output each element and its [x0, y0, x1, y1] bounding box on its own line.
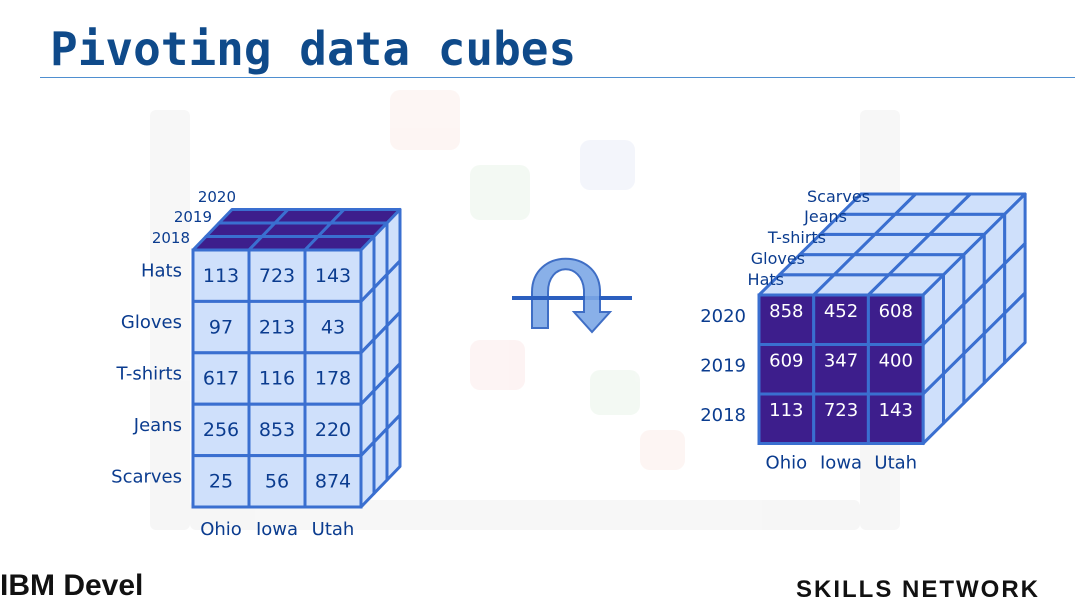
front-cell: [191, 402, 251, 458]
year-label: 2018: [152, 229, 190, 247]
cell-value: 723: [259, 265, 295, 287]
cell-value: 178: [315, 368, 351, 390]
front-cell: [247, 299, 307, 355]
front-cell: [303, 402, 363, 458]
front-cell: [247, 454, 307, 509]
front-cell: [303, 248, 363, 303]
front-cell: [866, 343, 925, 396]
cell-value: 853: [259, 419, 295, 441]
column-label: Iowa: [820, 453, 862, 474]
product-label: T-shirts: [767, 228, 826, 247]
skills-network-logo: SKILLS NETWORK: [796, 576, 1040, 603]
column-label: Utah: [312, 519, 355, 540]
front-cell: [812, 293, 870, 346]
front-cell: [303, 351, 363, 406]
cell-value: 43: [321, 316, 345, 338]
cell-value: 400: [879, 350, 913, 371]
side-cell: [359, 440, 376, 509]
front-cell: [191, 454, 251, 509]
rotate-arrow-icon: [512, 257, 632, 334]
side-cell: [1003, 291, 1027, 365]
front-cell: [757, 293, 816, 346]
right-cube: 858 452 608 609 347 400 113 723 143 2020 2019 2018 O…: [700, 187, 1027, 474]
pivot-diagram: 113 723 143 97 213 43 617 116 178 256 853 220 25 56 87…: [111, 187, 1027, 540]
cell-value: 608: [879, 301, 913, 322]
cell-value: 723: [824, 400, 858, 421]
row-label: 2019: [700, 356, 746, 377]
cell-value: 617: [203, 368, 239, 390]
cell-value: 25: [209, 470, 233, 492]
front-cell: [757, 343, 816, 396]
cell-value: 143: [315, 265, 351, 287]
product-label: Jeans: [803, 207, 847, 226]
cell-value: 347: [824, 350, 858, 371]
cell-value: 220: [315, 419, 351, 441]
column-label: Ohio: [200, 519, 242, 540]
row-label: T-shirts: [116, 364, 182, 385]
row-label: Hats: [141, 261, 182, 282]
column-label: Utah: [874, 453, 917, 474]
column-label: Ohio: [766, 453, 808, 474]
cell-value: 858: [769, 301, 803, 322]
cell-value: 143: [879, 400, 913, 421]
front-cell: [812, 392, 870, 445]
cell-value: 113: [769, 400, 803, 421]
row-label: 2020: [700, 306, 746, 327]
row-label: 2018: [700, 405, 746, 426]
cell-value: 452: [824, 301, 858, 322]
cell-value: 116: [259, 368, 295, 390]
row-label: Gloves: [121, 312, 182, 333]
product-label: Hats: [748, 270, 784, 289]
cell-value: 256: [203, 419, 239, 441]
cell-value: 113: [203, 265, 239, 287]
front-cell: [303, 299, 363, 355]
side-cell: [372, 427, 389, 495]
cell-value: 97: [209, 316, 233, 338]
row-label: Scarves: [111, 466, 182, 487]
product-label: Scarves: [807, 187, 870, 206]
slide-title: Pivoting data cubes: [50, 22, 577, 76]
year-label: 2020: [198, 188, 236, 206]
side-cell: [385, 413, 402, 482]
title-underline: [40, 77, 1075, 78]
row-label: Jeans: [133, 415, 182, 436]
column-label: Iowa: [256, 519, 298, 540]
front-cell: [866, 392, 925, 445]
cell-value: 213: [259, 316, 295, 338]
cell-value: 609: [769, 350, 803, 371]
cell-value: 56: [265, 470, 289, 492]
left-cube: 113 723 143 97 213 43 617 116 178 256 853 220 25 56 87…: [111, 188, 402, 540]
ibm-developer-logo: IBM Devel: [0, 569, 144, 602]
product-label: Gloves: [751, 249, 805, 268]
year-label: 2019: [174, 208, 212, 226]
front-cell: [757, 392, 816, 445]
cell-value: 874: [315, 470, 351, 492]
front-cell: [303, 454, 363, 509]
